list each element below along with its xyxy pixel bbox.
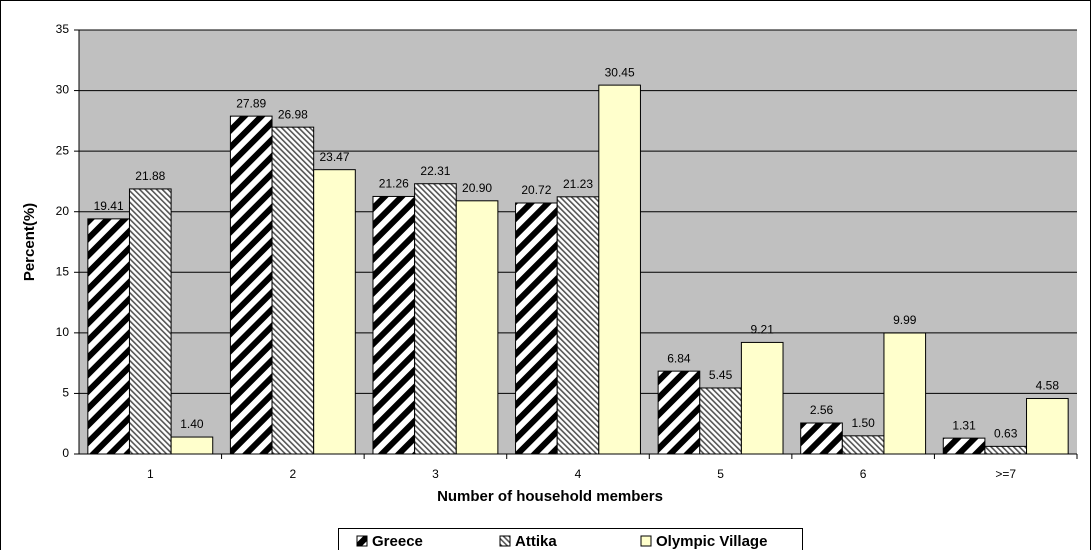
data-label: 9.21 <box>751 323 775 337</box>
bar <box>229 115 273 455</box>
y-tick-label: 20 <box>56 204 70 218</box>
bar <box>128 188 172 455</box>
bar <box>455 200 499 455</box>
bar <box>515 202 558 455</box>
bar <box>87 218 130 455</box>
bar <box>800 422 843 455</box>
data-label: 30.45 <box>605 65 635 79</box>
bar <box>598 84 641 455</box>
data-label: 6.84 <box>667 351 691 365</box>
x-tick-label: >=7 <box>995 467 1016 481</box>
x-tick-label: 4 <box>575 467 582 481</box>
legend-swatch <box>356 535 368 547</box>
bar <box>841 435 885 455</box>
bar <box>170 436 214 455</box>
data-label: 0.63 <box>994 427 1018 441</box>
legend-swatch <box>640 535 652 547</box>
data-label: 1.50 <box>851 416 875 430</box>
bar <box>271 126 315 455</box>
bar <box>1026 398 1069 455</box>
y-tick-label: 15 <box>56 264 70 278</box>
data-label: 2.56 <box>810 403 834 417</box>
data-label: 19.41 <box>94 199 124 213</box>
y-tick-label: 5 <box>62 386 69 400</box>
bar <box>657 370 701 455</box>
y-tick-label: 25 <box>56 143 70 157</box>
x-tick-label: 3 <box>432 467 439 481</box>
data-label: 22.31 <box>420 164 450 178</box>
data-label: 20.72 <box>521 183 551 197</box>
data-label: 27.89 <box>236 96 266 110</box>
legend-box <box>338 528 803 550</box>
bar <box>942 437 986 455</box>
bar <box>740 341 784 455</box>
x-tick-label: 6 <box>860 467 867 481</box>
bar <box>313 169 356 455</box>
data-label: 21.88 <box>135 169 165 183</box>
data-label: 21.23 <box>563 177 593 191</box>
y-tick-label: 0 <box>62 446 69 460</box>
data-label: 20.90 <box>462 181 492 195</box>
y-tick-label: 35 <box>56 22 70 36</box>
legend-label: Olympic Village <box>656 533 767 550</box>
x-tick-label: 5 <box>717 467 724 481</box>
data-label: 23.47 <box>319 150 349 164</box>
bar <box>984 445 1028 455</box>
bar <box>556 196 600 455</box>
data-label: 5.45 <box>709 368 733 382</box>
data-label: 26.98 <box>278 107 308 121</box>
y-tick-label: 10 <box>56 325 70 339</box>
legend-label: Attika <box>515 533 557 550</box>
data-label: 9.99 <box>893 313 917 327</box>
legend-swatch <box>499 535 511 547</box>
bar <box>699 387 742 455</box>
x-axis-label: Number of household members <box>437 488 663 505</box>
bar <box>883 332 927 455</box>
y-tick-label: 30 <box>56 83 70 97</box>
data-label: 1.31 <box>952 418 976 432</box>
bar <box>414 183 457 455</box>
x-tick-label: 2 <box>290 467 297 481</box>
data-label: 1.40 <box>180 417 204 431</box>
data-label: 4.58 <box>1036 379 1060 393</box>
data-label: 21.26 <box>379 177 409 191</box>
legend-label: Greece <box>372 533 423 550</box>
y-axis-label: Percent(%) <box>21 203 38 281</box>
x-tick-label: 1 <box>147 467 154 481</box>
bar <box>372 195 416 455</box>
